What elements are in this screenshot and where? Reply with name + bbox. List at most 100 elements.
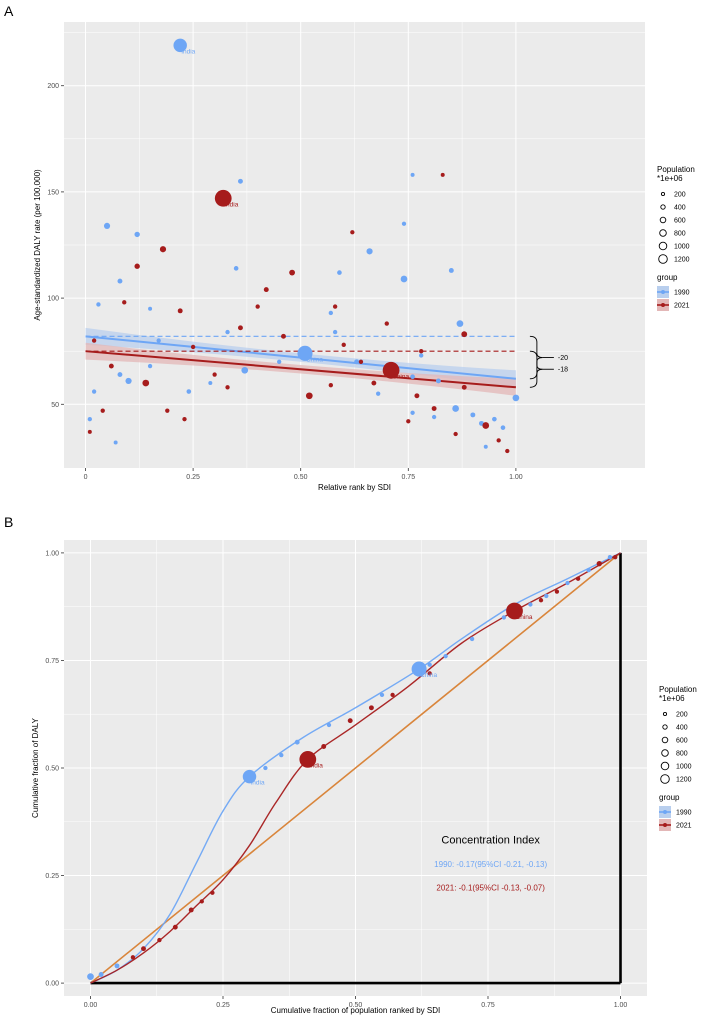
data-point-2021: [210, 890, 215, 895]
y-tick-label: 100: [47, 296, 59, 303]
point-label: China: [306, 356, 323, 363]
data-point-2021: [332, 304, 338, 309]
panel-b-curves: [89, 552, 622, 985]
data-point-1990: [456, 320, 464, 327]
data-point-2021: [212, 372, 217, 377]
data-point-2021: [384, 321, 389, 326]
legend-size-key: [660, 204, 666, 210]
data-point-1990: [470, 412, 476, 418]
data-point-1990: [233, 266, 239, 271]
data-point-1990: [96, 302, 101, 307]
point-label: China: [516, 614, 533, 621]
data-point-2021: [368, 705, 374, 711]
data-point-1990: [376, 391, 381, 396]
data-point-1990: [156, 338, 161, 343]
legend-group-title: group: [657, 273, 678, 282]
data-point-2021: [91, 338, 97, 343]
data-point-1990: [241, 366, 249, 374]
data-point-1990: [134, 231, 140, 238]
data-point-1990: [431, 414, 437, 420]
data-point-1990: [565, 580, 570, 586]
point-label: India: [181, 48, 195, 55]
legend-size-label: 600: [676, 738, 688, 745]
data-point-1990: [148, 306, 153, 311]
data-point-1990: [443, 653, 448, 659]
legend-group-label: 1990: [676, 810, 692, 817]
data-point-2021: [371, 380, 377, 386]
equality-line: [89, 552, 622, 984]
data-point-1990: [294, 739, 300, 745]
data-point-2021: [440, 172, 445, 177]
x-tick-label: 1.00: [614, 1002, 628, 1009]
legend-group-key-point: [661, 303, 665, 307]
data-point-1990: [113, 440, 118, 445]
legend-size-label: 400: [674, 205, 686, 212]
legend-group-key-point: [661, 290, 665, 294]
data-point-2021: [419, 349, 424, 354]
x-tick-label: 0.50: [294, 474, 308, 481]
data-point-1990: [208, 381, 213, 386]
panel-b-legend: Population*1e+06 200 400 600 800 1000 1200 grou…: [659, 685, 697, 831]
data-point-1990: [354, 359, 360, 365]
panel-a-x-axis-title: Relative rank by SDI: [318, 483, 391, 492]
data-point-2021: [305, 392, 313, 400]
data-point-2021: [130, 955, 136, 960]
y-tick-label: 1.00: [45, 550, 59, 557]
data-point-2021: [414, 393, 420, 399]
data-point-2021: [328, 383, 333, 388]
data-point-2021: [427, 671, 432, 676]
legend-size-label: 600: [674, 218, 686, 225]
data-point-2021: [347, 718, 353, 724]
data-point-2021: [482, 422, 490, 429]
y-tick-label: 0.00: [45, 981, 59, 988]
legend-size-label: 200: [674, 192, 686, 199]
data-point-1990: [87, 416, 92, 422]
data-point-2021: [321, 744, 327, 749]
data-point-2021: [461, 384, 467, 390]
legend-group-label: 2021: [674, 303, 690, 310]
data-point-2021: [350, 230, 355, 235]
data-point-1990: [114, 963, 120, 969]
y-tick-label: 0.75: [45, 658, 59, 665]
data-point-1990: [419, 353, 424, 358]
data-point-2021: [157, 937, 162, 943]
point-label: China: [420, 672, 437, 679]
data-point-2021: [281, 333, 286, 339]
data-point-2021: [390, 692, 395, 698]
data-point-1990: [401, 221, 407, 226]
data-point-1990: [379, 692, 385, 698]
legend-size-key: [658, 241, 668, 251]
x-tick-label: 0: [84, 474, 88, 481]
y-tick-label: 150: [47, 189, 59, 196]
panel-a-letter: A: [4, 3, 14, 19]
data-point-1990: [225, 329, 230, 335]
data-point-2021: [453, 431, 458, 437]
legend-size-label: 1200: [676, 777, 692, 784]
panel-a-y-axis-title: Age-standardized DALY rate (per 100,000): [33, 169, 42, 321]
data-point-2021: [87, 429, 92, 434]
panel-a-difference-braces: -20 -18: [529, 335, 568, 388]
data-point-2021: [165, 408, 170, 413]
data-point-1990: [147, 363, 153, 369]
data-point-2021: [461, 331, 468, 338]
data-point-2021: [122, 300, 127, 305]
legend-size-key: [658, 254, 668, 264]
data-point-2021: [575, 576, 581, 581]
data-point-1990: [400, 275, 408, 283]
legend-size-label: 1200: [674, 257, 690, 264]
panel-b-point-labels: India China India China: [251, 614, 533, 787]
panel-a-legend: Population*1e+06 200 400 600 800 1000 1200 grou…: [657, 165, 695, 311]
difference-label-1990: -20: [558, 355, 568, 362]
data-point-1990: [500, 425, 506, 430]
data-point-2021: [134, 263, 140, 269]
data-point-1990: [544, 593, 549, 599]
panel-a-point-labels: India China India China: [181, 48, 409, 380]
data-point-2021: [506, 602, 523, 620]
data-point-1990: [483, 444, 488, 449]
data-point-1990: [528, 602, 533, 607]
data-point-1990: [607, 555, 613, 560]
data-point-2021: [225, 385, 230, 390]
data-point-1990: [238, 178, 243, 184]
data-point-1990: [87, 973, 94, 980]
x-tick-label: 0.25: [186, 474, 200, 481]
